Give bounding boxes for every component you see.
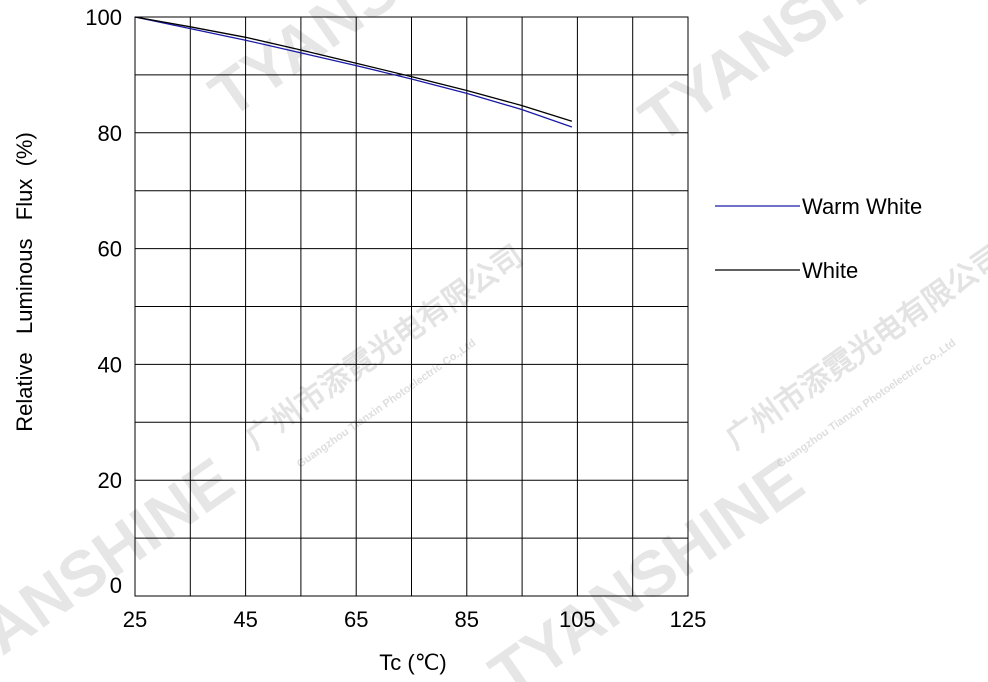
y-tick-label: 100 (85, 5, 122, 30)
y-tick-label: 80 (98, 121, 122, 146)
y-axis-ticks: 0 20 40 60 80 100 (85, 5, 122, 598)
legend-label-white: White (802, 258, 858, 283)
x-tick-label: 45 (233, 607, 257, 632)
x-tick-label: 125 (670, 607, 707, 632)
plot-grid (135, 17, 688, 596)
series-line-warm-white (134, 16, 573, 128)
watermark-brand-3: TYANSHINE (0, 444, 246, 682)
legend-label-warm-white: Warm White (802, 194, 922, 219)
series-line-white (134, 16, 573, 122)
watermark-brand-4: TYANSHINE (477, 444, 816, 682)
x-tick-label: 25 (123, 607, 147, 632)
x-axis-ticks: 25 45 65 85 105 125 (123, 607, 707, 632)
x-axis-title: Tc (℃) (379, 650, 446, 675)
y-axis-title: Relative Luminous Flux (%) (12, 132, 37, 432)
x-tick-label: 105 (559, 607, 596, 632)
y-tick-label: 0 (110, 573, 122, 598)
legend: Warm White White (715, 194, 922, 283)
x-tick-label: 85 (455, 607, 479, 632)
y-tick-label: 60 (98, 237, 122, 262)
watermark-company-cn-1: 广州市添霓光电有限公司 (240, 239, 530, 456)
series-layer (134, 16, 573, 128)
plot-frame (134, 16, 689, 597)
x-tick-label: 65 (344, 607, 368, 632)
y-tick-label: 40 (98, 352, 122, 377)
y-tick-label: 20 (98, 468, 122, 493)
